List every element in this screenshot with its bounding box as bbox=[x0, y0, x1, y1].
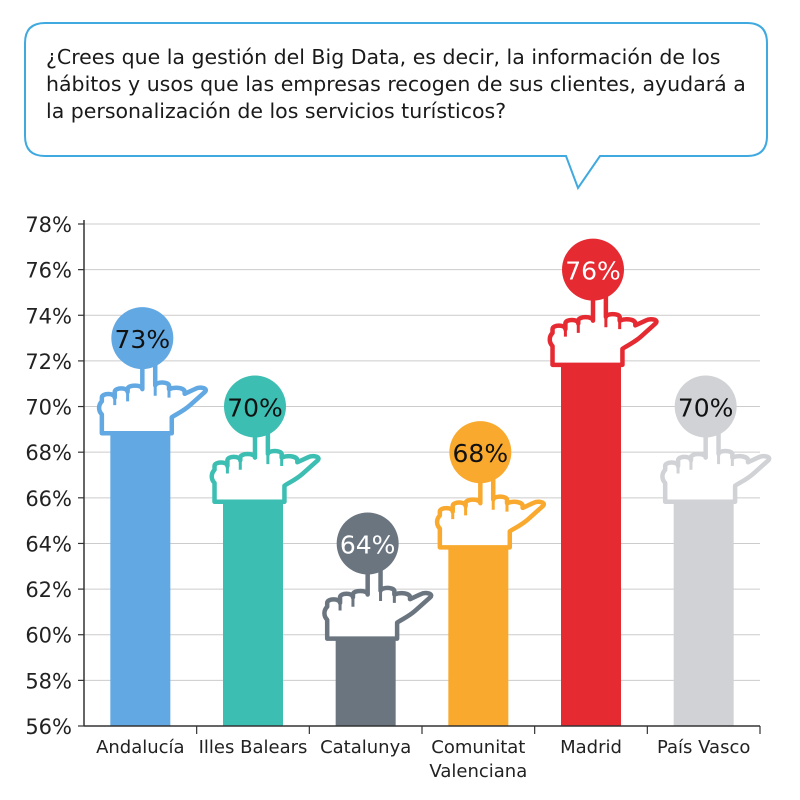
y-tick-label: 60% bbox=[25, 624, 72, 648]
bars bbox=[110, 360, 734, 726]
value-circle bbox=[674, 375, 737, 438]
value-label: 73% bbox=[115, 325, 171, 354]
bar bbox=[673, 497, 734, 726]
bar bbox=[223, 497, 283, 726]
category-label: Valenciana bbox=[429, 761, 527, 782]
value-label: 68% bbox=[453, 439, 509, 468]
y-axis-ticks: 56% 58% 60% 62% 64% 66% 68% 70% 72% 74% 76% 78% bbox=[25, 213, 84, 739]
pointing-hand-icon bbox=[550, 290, 657, 365]
y-tick-label: 64% bbox=[25, 532, 72, 556]
grid-lines bbox=[84, 223, 760, 681]
y-tick-label: 78% bbox=[25, 213, 72, 237]
value-circle bbox=[336, 512, 399, 575]
pointing-hand-icon bbox=[662, 427, 769, 502]
y-tick-label: 70% bbox=[25, 396, 72, 420]
y-tick-label: 62% bbox=[25, 578, 72, 602]
category-label: País Vasco bbox=[657, 737, 750, 758]
bar bbox=[561, 360, 621, 726]
axes bbox=[83, 220, 761, 734]
category-label: Comunitat bbox=[431, 737, 525, 758]
pointing-hand-icon bbox=[437, 472, 544, 547]
value-label: 64% bbox=[340, 530, 396, 559]
value-label: 76% bbox=[565, 257, 621, 286]
question-bubble-outline bbox=[24, 22, 768, 191]
y-tick-label: 76% bbox=[25, 259, 72, 283]
y-tick-label: 58% bbox=[25, 669, 72, 693]
pointing-hand-icon bbox=[324, 564, 431, 639]
bar bbox=[110, 429, 171, 726]
value-label: 70% bbox=[227, 394, 283, 423]
bar bbox=[448, 543, 509, 726]
x-axis-labels: Andalucía Illes Balears Catalunya Comunitat… bbox=[96, 737, 750, 782]
category-label: Catalunya bbox=[320, 737, 411, 758]
category-label: Illes Balears bbox=[199, 737, 308, 758]
question-text: ¿Crees que la gestión del Big Data, es d… bbox=[46, 45, 746, 123]
value-circle bbox=[111, 307, 174, 370]
pointing-hands bbox=[99, 290, 769, 639]
y-tick-label: 72% bbox=[25, 350, 72, 374]
y-tick-label: 66% bbox=[25, 487, 72, 511]
pointing-hand-icon bbox=[99, 358, 206, 433]
bar bbox=[335, 634, 396, 726]
value-circle bbox=[224, 375, 286, 438]
y-tick-label: 74% bbox=[25, 304, 72, 328]
value-circles: 73% 70% 64% 68% 76% 70% bbox=[111, 238, 737, 575]
y-tick-label: 56% bbox=[25, 715, 72, 739]
category-label: Madrid bbox=[560, 737, 622, 758]
y-tick-label: 68% bbox=[25, 441, 72, 465]
pointing-hand-icon bbox=[212, 427, 319, 502]
value-label: 70% bbox=[678, 394, 734, 423]
value-circle bbox=[562, 238, 624, 301]
value-circle bbox=[449, 421, 512, 484]
category-label: Andalucía bbox=[96, 737, 185, 758]
